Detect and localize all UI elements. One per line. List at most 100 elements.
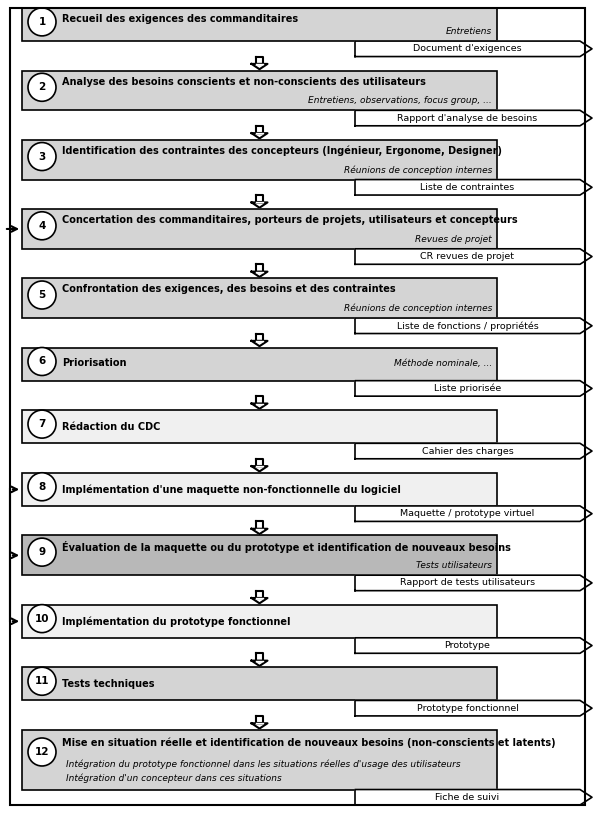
Text: Évaluation de la maquette ou du prototype et identification de nouveaux besoins: Évaluation de la maquette ou du prototyp…	[62, 541, 511, 554]
Text: 11: 11	[35, 676, 49, 686]
Polygon shape	[355, 111, 592, 126]
Polygon shape	[256, 57, 263, 64]
Circle shape	[28, 73, 56, 102]
Bar	[22, 140, 497, 180]
Text: Document d'exigences: Document d'exigences	[413, 45, 522, 54]
Text: 1: 1	[38, 17, 46, 27]
Circle shape	[28, 281, 56, 309]
Polygon shape	[355, 41, 592, 57]
Text: Identification des contraintes des concepteurs (Ingénieur, Ergonome, Designer): Identification des contraintes des conce…	[62, 146, 502, 156]
Polygon shape	[256, 654, 263, 661]
Text: Analyse des besoins conscients et non-conscients des utilisateurs: Analyse des besoins conscients et non-co…	[62, 76, 426, 87]
Bar	[22, 348, 497, 380]
Polygon shape	[252, 528, 268, 534]
Polygon shape	[252, 202, 268, 207]
Polygon shape	[355, 701, 592, 716]
Polygon shape	[256, 126, 263, 133]
Circle shape	[28, 538, 56, 566]
Polygon shape	[355, 318, 592, 333]
Polygon shape	[256, 195, 263, 202]
Text: Entretiens: Entretiens	[446, 27, 492, 36]
Polygon shape	[355, 249, 592, 264]
Bar	[22, 411, 497, 443]
Text: Recueil des exigences des commanditaires: Recueil des exigences des commanditaires	[62, 14, 298, 24]
Circle shape	[28, 8, 56, 36]
Circle shape	[28, 142, 56, 171]
Text: Intégration du prototype fonctionnel dans les situations réelles d'usage des uti: Intégration du prototype fonctionnel dan…	[66, 760, 461, 769]
Polygon shape	[256, 396, 263, 403]
Bar	[22, 8, 497, 41]
Text: Liste de contraintes: Liste de contraintes	[421, 183, 515, 192]
Text: Réunions de conception internes: Réunions de conception internes	[344, 165, 492, 175]
Text: Confrontation des exigences, des besoins et des contraintes: Confrontation des exigences, des besoins…	[62, 285, 396, 294]
Polygon shape	[355, 380, 592, 396]
Text: Prototype: Prototype	[444, 641, 490, 650]
Circle shape	[28, 211, 56, 240]
Text: Maquette / prototype virtuel: Maquette / prototype virtuel	[400, 509, 535, 518]
Text: 7: 7	[38, 420, 46, 429]
Text: Revues de projet: Revues de projet	[415, 235, 492, 244]
Polygon shape	[252, 661, 268, 666]
Text: Cahier des charges: Cahier des charges	[422, 446, 513, 455]
Polygon shape	[355, 506, 592, 521]
Text: Méthode nominale, ...: Méthode nominale, ...	[394, 359, 492, 367]
Polygon shape	[256, 521, 263, 528]
Text: Implémentation d'une maquette non-fonctionnelle du logiciel: Implémentation d'une maquette non-foncti…	[62, 485, 401, 494]
Circle shape	[28, 605, 56, 633]
Polygon shape	[252, 133, 268, 138]
Circle shape	[28, 347, 56, 376]
Polygon shape	[355, 443, 592, 459]
Text: 8: 8	[38, 482, 46, 492]
Circle shape	[28, 410, 56, 438]
Circle shape	[28, 667, 56, 695]
Text: Priorisation: Priorisation	[62, 359, 127, 368]
Polygon shape	[252, 466, 268, 472]
Text: Tests techniques: Tests techniques	[62, 679, 155, 689]
Circle shape	[28, 738, 56, 766]
Text: 12: 12	[35, 747, 49, 757]
Text: Liste de fonctions / propriétés: Liste de fonctions / propriétés	[397, 321, 538, 331]
Text: Rapport d'analyse de besoins: Rapport d'analyse de besoins	[397, 114, 538, 123]
Text: 5: 5	[38, 290, 46, 300]
Text: Entretiens, observations, focus group, ...: Entretiens, observations, focus group, .…	[308, 96, 492, 106]
Text: Liste priorisée: Liste priorisée	[434, 384, 501, 393]
Text: Intégration d'un concepteur dans ces situations: Intégration d'un concepteur dans ces sit…	[66, 774, 282, 784]
Text: Tests utilisateurs: Tests utilisateurs	[416, 561, 492, 570]
Text: 6: 6	[38, 356, 46, 367]
Polygon shape	[355, 575, 592, 591]
Polygon shape	[252, 724, 268, 728]
Polygon shape	[256, 716, 263, 724]
Text: CR revues de projet: CR revues de projet	[421, 252, 515, 261]
Text: Rapport de tests utilisateurs: Rapport de tests utilisateurs	[400, 578, 535, 588]
Text: 2: 2	[38, 82, 46, 93]
Polygon shape	[252, 272, 268, 277]
Polygon shape	[252, 64, 268, 69]
Text: 9: 9	[39, 547, 46, 557]
Text: 4: 4	[38, 221, 46, 231]
Polygon shape	[256, 591, 263, 598]
Polygon shape	[355, 638, 592, 654]
Bar	[22, 473, 497, 506]
Text: Mise en situation réelle et identification de nouveaux besoins (non-conscients e: Mise en situation réelle et identificati…	[62, 738, 556, 749]
Bar	[22, 667, 497, 701]
Text: Rédaction du CDC: Rédaction du CDC	[62, 422, 161, 432]
Text: 10: 10	[35, 614, 49, 624]
Polygon shape	[355, 180, 592, 195]
Bar	[22, 536, 497, 575]
Polygon shape	[252, 403, 268, 409]
Polygon shape	[355, 789, 592, 805]
Polygon shape	[256, 333, 263, 341]
Polygon shape	[252, 598, 268, 603]
Circle shape	[28, 472, 56, 501]
Text: Prototype fonctionnel: Prototype fonctionnel	[416, 704, 518, 713]
Bar	[22, 605, 497, 638]
Text: Réunions de conception internes: Réunions de conception internes	[344, 303, 492, 313]
Bar	[22, 730, 497, 789]
Text: 3: 3	[38, 151, 46, 162]
Text: Implémentation du prototype fonctionnel: Implémentation du prototype fonctionnel	[62, 616, 290, 627]
Bar	[22, 278, 497, 318]
Polygon shape	[256, 264, 263, 272]
Text: Fiche de suivi: Fiche de suivi	[436, 793, 500, 802]
Text: Concertation des commanditaires, porteurs de projets, utilisateurs et concepteur: Concertation des commanditaires, porteur…	[62, 215, 518, 225]
Bar	[22, 209, 497, 249]
